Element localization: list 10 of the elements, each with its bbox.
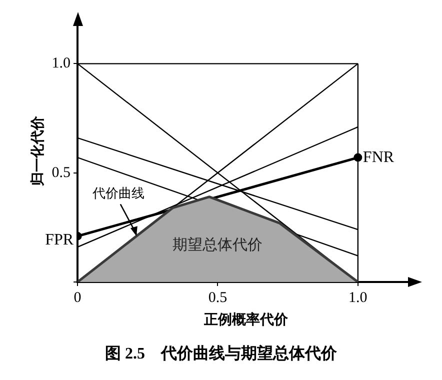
annotation: FNR (362, 148, 394, 166)
annotation: 代价曲线 (91, 186, 144, 201)
annotation: 期望总体代价 (172, 236, 263, 254)
x-tick-label: 1.0 (348, 290, 368, 306)
x-tick-label: 0 (74, 290, 82, 306)
x-axis-title: 正例概率代价 (202, 311, 289, 328)
y-axis-title: 归一化代价 (30, 115, 46, 187)
x-tick-label: 0.5 (208, 290, 228, 306)
text: 图 2.5 代价曲线与期望总体代价 (105, 344, 338, 363)
annotation: FPR (45, 231, 74, 248)
